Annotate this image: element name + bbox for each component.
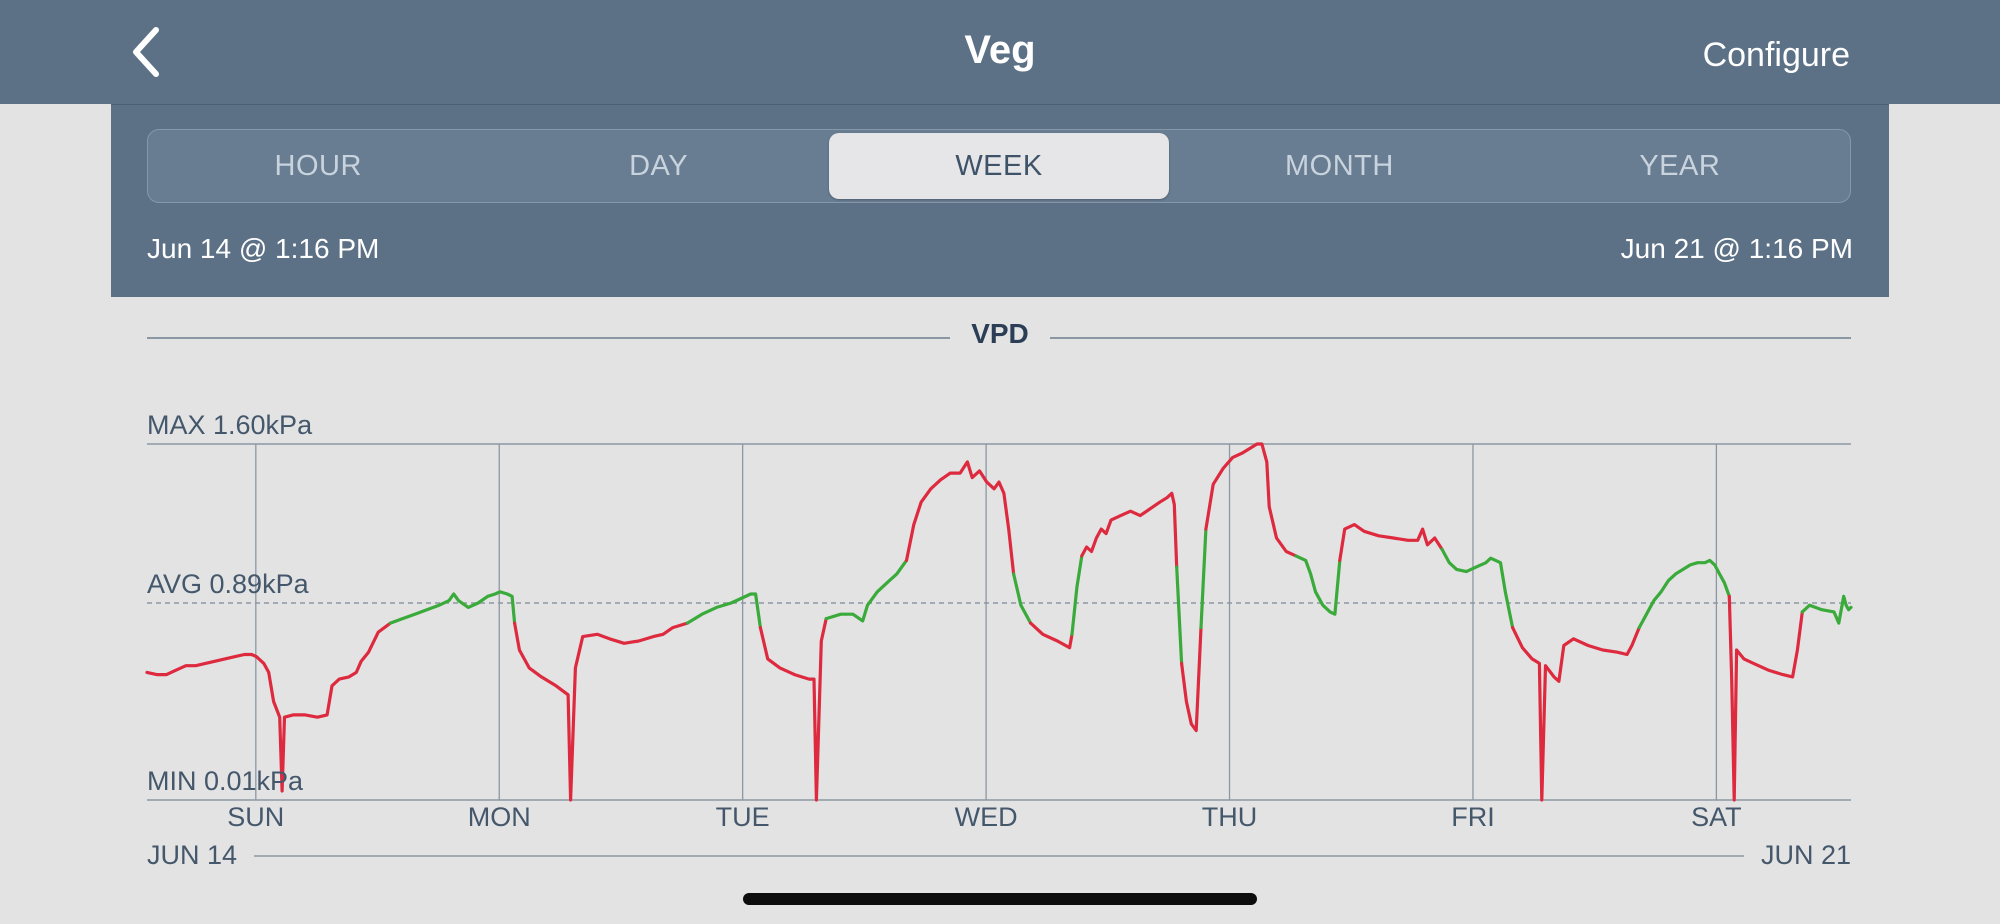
home-indicator [743,893,1257,905]
vpd-series [145,442,1853,802]
time-range-segmented-control: HOUR DAY WEEK MONTH YEAR [147,129,1851,203]
vpd-line-segment-21 [1800,594,1853,625]
navigation-bar: Veg Configure [0,0,2000,104]
range-end-label: Jun 21 @ 1:16 PM [1620,233,1853,264]
vpd-line-segment-8 [1028,621,1074,650]
vpd-line-segment-2 [512,621,690,802]
vpd-line-segment-9 [1070,554,1084,636]
vpd-line-segment-11 [1175,565,1184,666]
vpd-line-segment-7 [1011,572,1033,625]
tab-day[interactable]: DAY [629,149,689,182]
range-panel: HOUR DAY WEEK MONTH YEAR Jun 14 @ 1:16 P… [111,104,1889,297]
vpd-line-segment-6 [904,460,1016,576]
x-axis-ticks: SUN MON TUE WED THU FRI SAT [227,802,1741,832]
chart-title: VPD [950,318,1050,350]
back-button[interactable] [118,22,178,82]
start-date-label: JUN 14 [147,840,237,870]
vpd-line-segment-12 [1179,625,1203,733]
vpd-line-segment-20 [1727,594,1804,802]
range-start-label: Jun 14 @ 1:16 PM [147,233,380,264]
vpd-line-segment-13 [1199,527,1208,630]
vpd-line-segment-5 [824,558,909,623]
tab-year[interactable]: YEAR [1639,149,1721,182]
configure-button[interactable]: Configure [1702,36,1850,74]
day-tick-label: SAT [1691,802,1742,832]
vpd-line-segment-15 [1294,554,1342,616]
vpd-line-segment-3 [685,592,763,630]
day-tick-label: WED [955,802,1018,832]
chart-grid [147,443,1851,801]
day-tick-label: THU [1202,802,1258,832]
page-title: Veg [964,28,1036,72]
vpd-line-segment-17 [1440,547,1515,630]
day-tick-label: MON [468,802,531,832]
vpd-line-segment-10 [1080,491,1179,569]
day-tick-label: SUN [227,802,284,832]
end-date-label: JUN 21 [1761,840,1851,870]
day-tick-label: TUE [716,802,770,832]
avg-label: AVG 0.89kPa [147,569,310,599]
vpd-line-segment-18 [1510,625,1641,802]
vpd-line-segment-1 [388,590,517,625]
tab-hour[interactable]: HOUR [274,149,362,182]
chevron-left-icon [133,27,159,77]
max-label: MAX 1.60kPa [147,410,313,440]
tab-week[interactable]: WEEK [828,133,1170,199]
day-tick-label: FRI [1451,802,1495,832]
min-label: MIN 0.01kPa [147,766,304,796]
tab-month[interactable]: MONTH [1285,149,1394,182]
vpd-line-segment-16 [1338,522,1444,563]
vpd-line-segment-14 [1204,442,1298,558]
vpd-line-segment-0 [145,621,392,793]
vpd-line-segment-4 [758,616,828,802]
vpd-line-segment-19 [1637,558,1731,630]
